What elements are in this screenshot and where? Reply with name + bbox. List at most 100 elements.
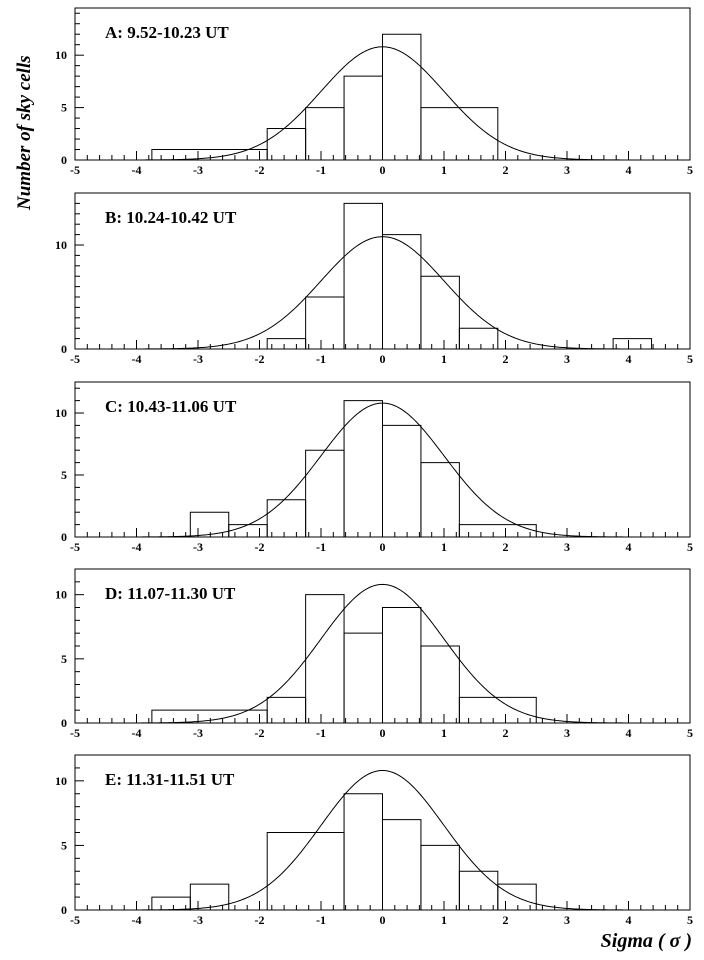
x-tick-label: 4 [626,540,632,554]
x-tick-label: 0 [380,352,386,366]
x-tick-label: -1 [316,913,326,927]
x-axis-label: Sigma ( σ ) [600,930,692,952]
y-tick-label: 0 [61,530,67,544]
x-tick-label: 4 [626,913,632,927]
x-tick-label: -4 [132,913,142,927]
x-tick-label: 1 [441,163,447,177]
histogram-bin [151,896,191,910]
histogram-bin [305,594,345,723]
x-tick-label: 0 [380,913,386,927]
x-tick-label: 2 [503,726,509,740]
histogram-bin [305,449,345,537]
x-tick-label: -3 [193,352,203,366]
gaussian-fit-curve [75,769,690,911]
y-tick-label: 0 [61,716,67,730]
gaussian-fit-curve [75,236,690,350]
x-tick-label: -1 [316,540,326,554]
x-tick-label: 0 [380,163,386,177]
x-tick-label: 1 [441,726,447,740]
x-tick-label: 5 [687,163,693,177]
x-tick-label: 1 [441,913,447,927]
histogram-bin [612,338,653,349]
x-tick-label: 2 [503,540,509,554]
histogram-bin [458,327,499,349]
y-tick-label: 5 [61,468,67,482]
x-tick-label: -2 [255,726,265,740]
panel-title: A: 9.52-10.23 UT [105,23,229,42]
panel-d: -5 -4 -3 -2 -1 0 1 2 3 4 5 0 5 10 D: 11.07-11.30 UT [55,568,693,740]
panel-c: -5 -4 -3 -2 -1 0 1 2 3 4 5 0 5 10 C: 10.43-11.06 UT [55,381,693,554]
x-tick-label: 4 [626,352,632,366]
histogram-bin [458,696,537,723]
x-tick-label: -5 [70,163,80,177]
histogram-bin [343,793,383,910]
histogram-bin [458,524,537,537]
x-tick-label: -3 [193,540,203,554]
x-tick-label: -3 [193,163,203,177]
y-tick-label: 0 [61,342,67,356]
histogram-bin [305,296,345,349]
gaussian-fit-curve [75,402,690,538]
x-tick-label: 5 [687,352,693,366]
histogram-bin [343,75,383,160]
histogram-bin [189,883,230,910]
panel-title: E: 11.31-11.51 UT [105,770,235,789]
gaussian-fit-curve [75,583,690,724]
histogram-bin [420,645,460,723]
x-tick-label: -4 [132,352,142,366]
histogram-bin [266,832,345,910]
y-tick-label: 5 [61,101,67,115]
histogram-bin [266,696,307,723]
x-tick-label: 2 [503,163,509,177]
histogram-bin [266,499,307,537]
histogram-bin [343,202,383,349]
gaussian-fit-curve [75,46,690,161]
panel-b: -5 -4 -3 -2 -1 0 1 2 3 4 5 0 10 B: 10.24-10.42 UT [55,192,693,366]
panel-e: -5 -4 -3 -2 -1 0 1 2 3 4 5 0 5 10 E: 11.31-11.51 UT [55,754,693,927]
histogram-bin [420,275,460,349]
x-tick-label: -1 [316,726,326,740]
x-tick-label: 5 [687,913,693,927]
x-tick-label: -4 [132,726,142,740]
x-tick-label: 3 [564,726,570,740]
histogram-bin [382,819,422,910]
histogram-bin [343,632,383,723]
histogram-bin [420,844,460,910]
histogram-bin [151,709,268,723]
x-tick-label: -4 [132,163,142,177]
x-tick-label: -4 [132,540,142,554]
panel-title: D: 11.07-11.30 UT [105,584,236,603]
x-tick-label: -2 [255,352,265,366]
x-tick-label: 1 [441,540,447,554]
y-tick-label: 10 [55,238,67,252]
panel-title: C: 10.43-11.06 UT [105,397,237,416]
x-tick-label: 4 [626,163,632,177]
histogram-bin [420,107,499,160]
y-tick-label: 10 [55,588,67,602]
x-tick-label: -1 [316,352,326,366]
x-tick-label: 0 [380,726,386,740]
histogram-bin [382,424,422,537]
panel-title: B: 10.24-10.42 UT [105,208,237,227]
histogram-bin [382,607,422,723]
histogram-bin [420,462,460,537]
x-tick-label: 4 [626,726,632,740]
x-tick-label: -5 [70,726,80,740]
histogram-bin [497,883,537,910]
x-tick-label: -2 [255,540,265,554]
x-tick-label: -1 [316,163,326,177]
y-tick-label: 0 [61,903,67,917]
y-tick-label: 10 [55,774,67,788]
y-tick-label: 0 [61,153,67,167]
x-tick-label: 1 [441,352,447,366]
histogram-bin [266,338,307,349]
panel-a: -5 -4 -3 -2 -1 0 1 2 3 4 5 0 5 10 A: 9.52-10.23 UT [55,7,693,177]
x-tick-label: 3 [564,540,570,554]
x-tick-label: -3 [193,726,203,740]
x-tick-label: 2 [503,352,509,366]
x-tick-label: 3 [564,913,570,927]
histogram-bin [266,128,307,160]
y-tick-label: 10 [55,406,67,420]
x-tick-label: 0 [380,540,386,554]
